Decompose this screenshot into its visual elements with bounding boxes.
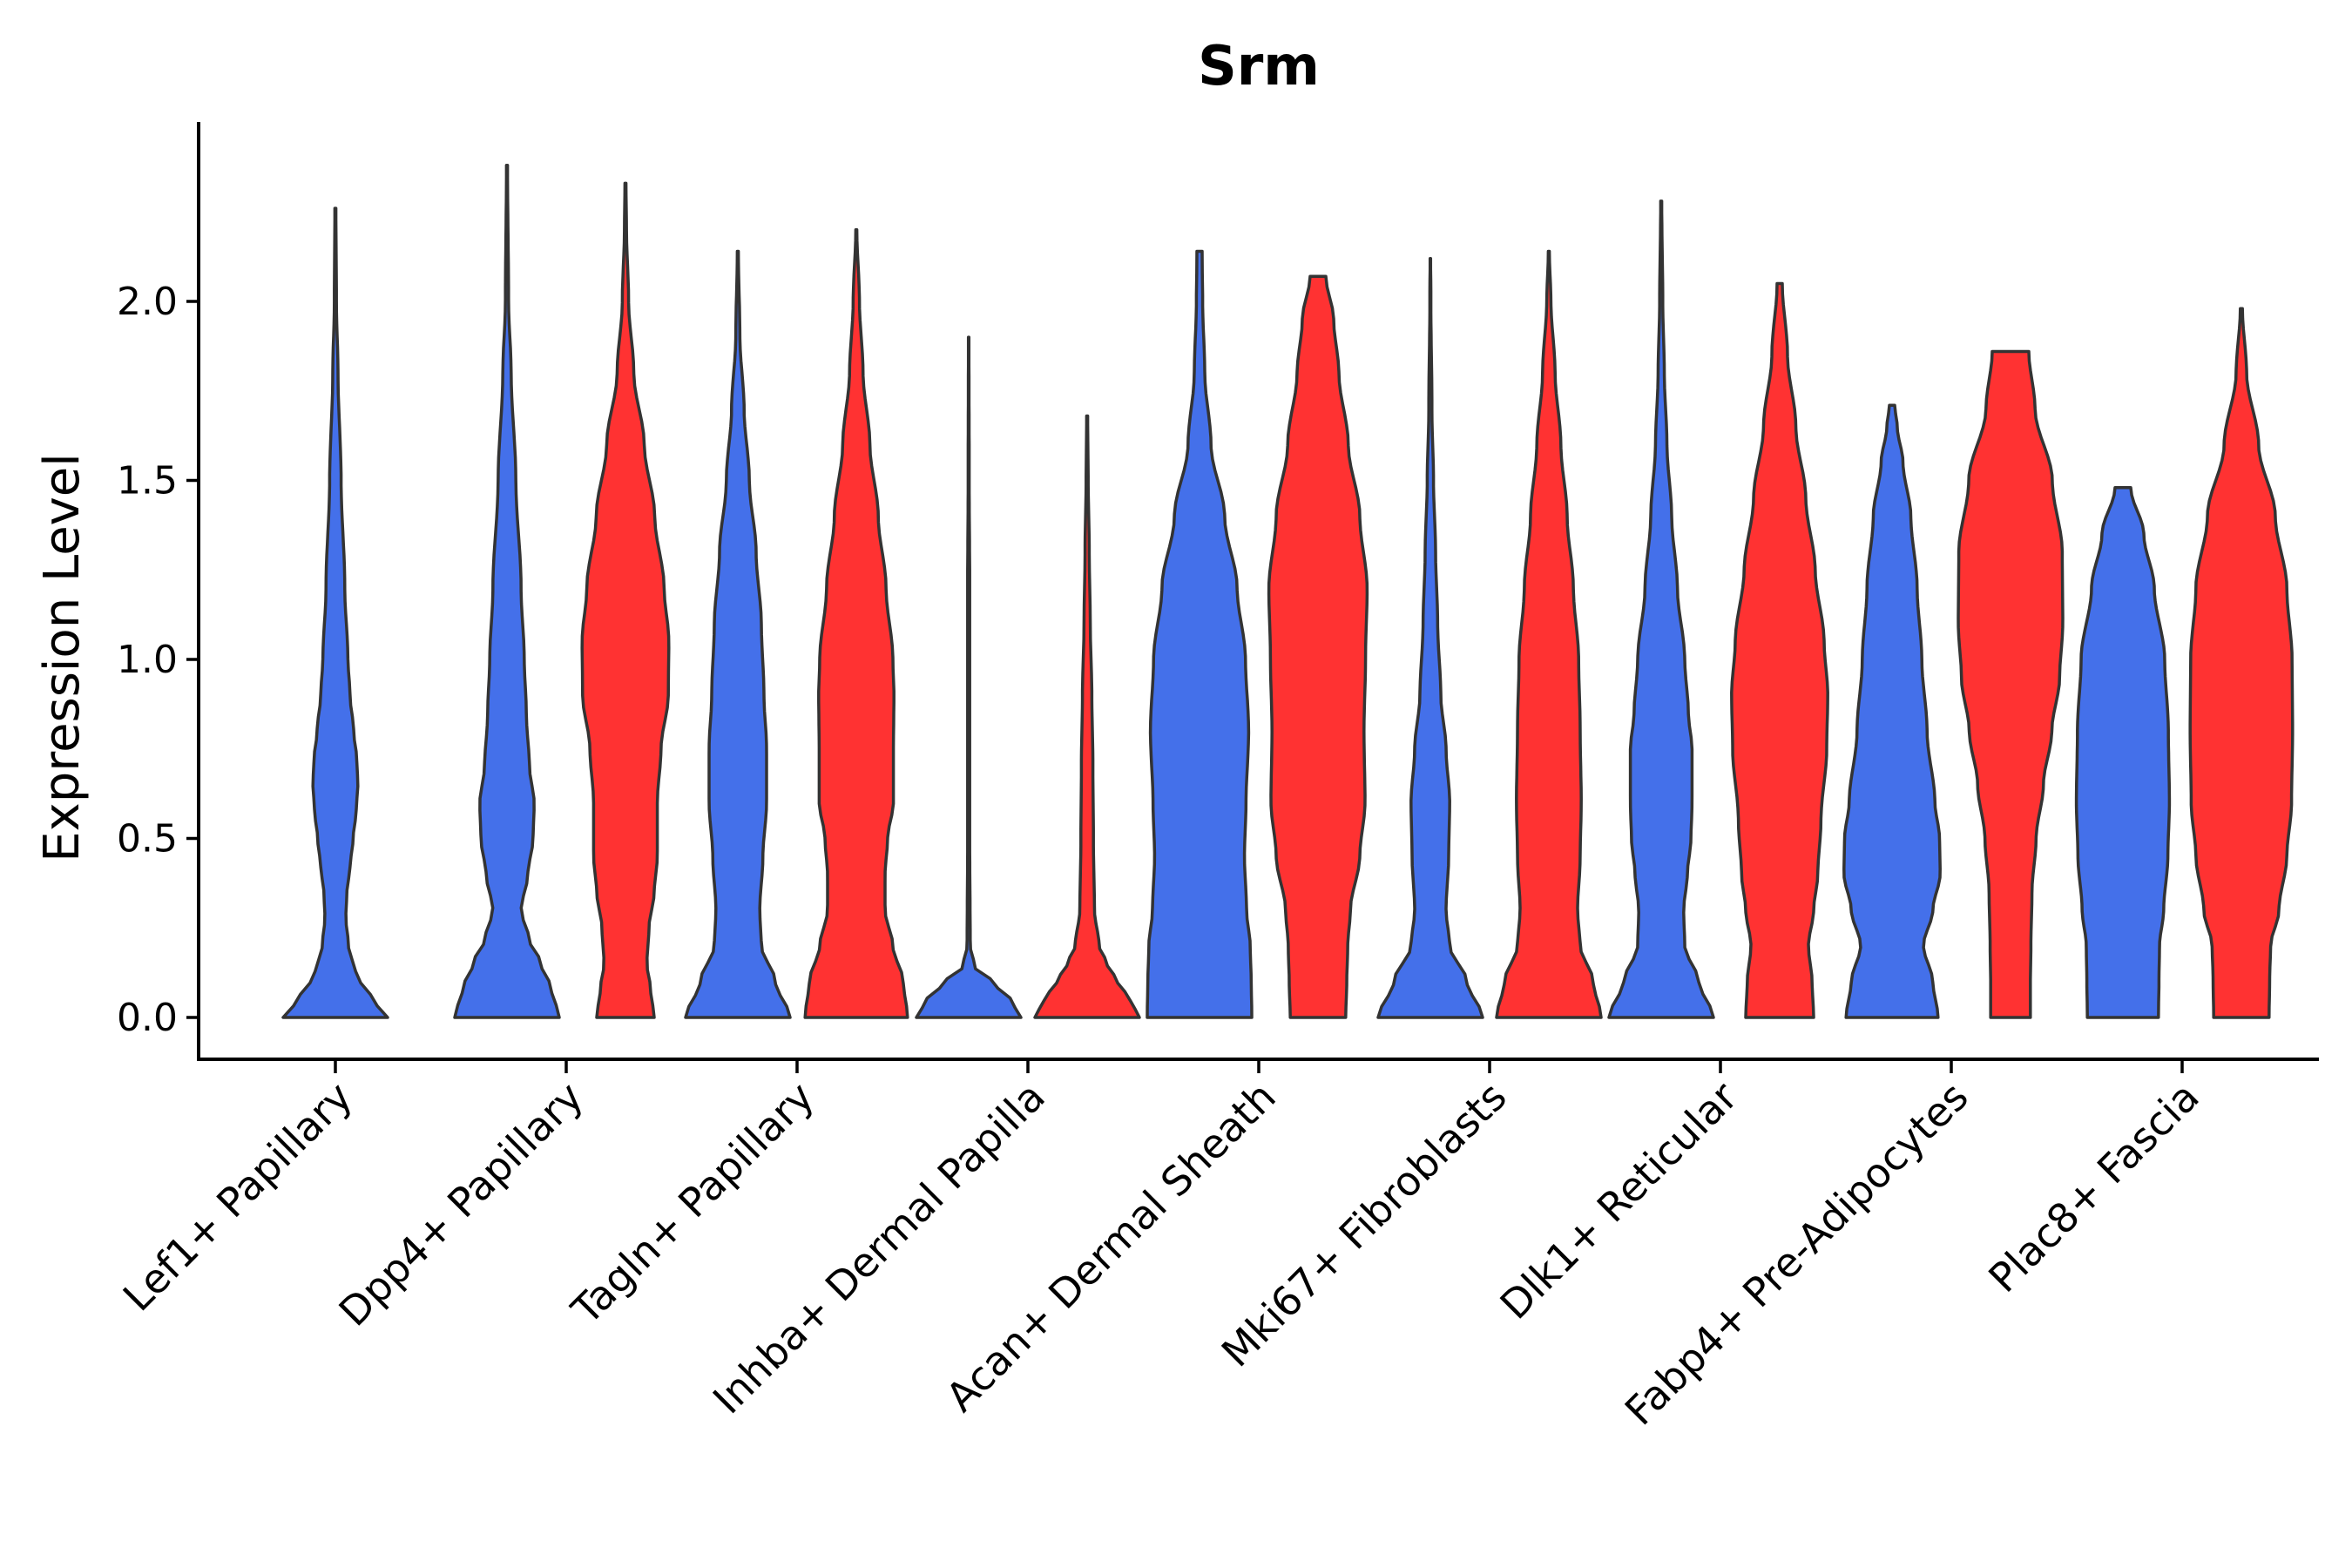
y-tick-label: 0.0 bbox=[117, 996, 178, 1040]
violin-group1-fabp4-pre-adipocytes bbox=[1842, 403, 1942, 1019]
violin-group2-tagln-papillary bbox=[803, 228, 909, 1019]
chart-title: Srm bbox=[1198, 34, 1320, 98]
x-tick-label-lef1-papillary: Lef1+ Papillary bbox=[114, 1073, 362, 1321]
violin-group1-lef1-papillary bbox=[281, 206, 389, 1019]
violin-group1-tagln-papillary bbox=[684, 249, 792, 1019]
violin-group1-dlk1-reticular bbox=[1607, 199, 1715, 1019]
x-tick-label-tagln-papillary: Tagln+ Papillary bbox=[562, 1073, 823, 1335]
y-tick-label: 1.5 bbox=[117, 459, 178, 504]
violin-group1-inhba-dermal-papilla bbox=[915, 335, 1023, 1019]
x-tick-label-dpp4-papillary: Dpp4+ Papillary bbox=[330, 1073, 592, 1335]
x-tick-label-dlk1-reticular: Dlk1+ Reticular bbox=[1491, 1073, 1747, 1328]
x-tick-label-plac8-fascia: Plac8+ Fascia bbox=[1979, 1073, 2207, 1301]
violin-group2-dlk1-reticular bbox=[1730, 281, 1829, 1019]
violin-group1-dpp4-papillary bbox=[453, 164, 561, 1019]
violin-group2-fabp4-pre-adipocytes bbox=[1957, 349, 2065, 1019]
y-tick-label: 0.5 bbox=[117, 817, 178, 862]
violin-group1-mki67-fibroblasts bbox=[1376, 256, 1484, 1019]
violins-layer bbox=[281, 164, 2295, 1019]
violin-group2-inhba-dermal-papilla bbox=[1033, 414, 1141, 1019]
y-axis-title: Expression Level bbox=[34, 453, 91, 862]
y-axis-ticks: 0.0 0.5 1.0 1.5 2.0 bbox=[117, 280, 199, 1040]
violin-group2-acan-dermal-sheath bbox=[1267, 274, 1369, 1019]
violin-group2-dpp4-papillary bbox=[580, 181, 671, 1019]
y-tick-label: 1.0 bbox=[117, 638, 178, 682]
y-tick-label: 2.0 bbox=[117, 280, 178, 324]
violin-group1-plac8-fascia bbox=[2074, 485, 2172, 1019]
violin-group2-mki67-fibroblasts bbox=[1495, 249, 1603, 1019]
violin-group2-plac8-fascia bbox=[2188, 307, 2295, 1019]
violin-group1-acan-dermal-sheath bbox=[1146, 249, 1254, 1019]
